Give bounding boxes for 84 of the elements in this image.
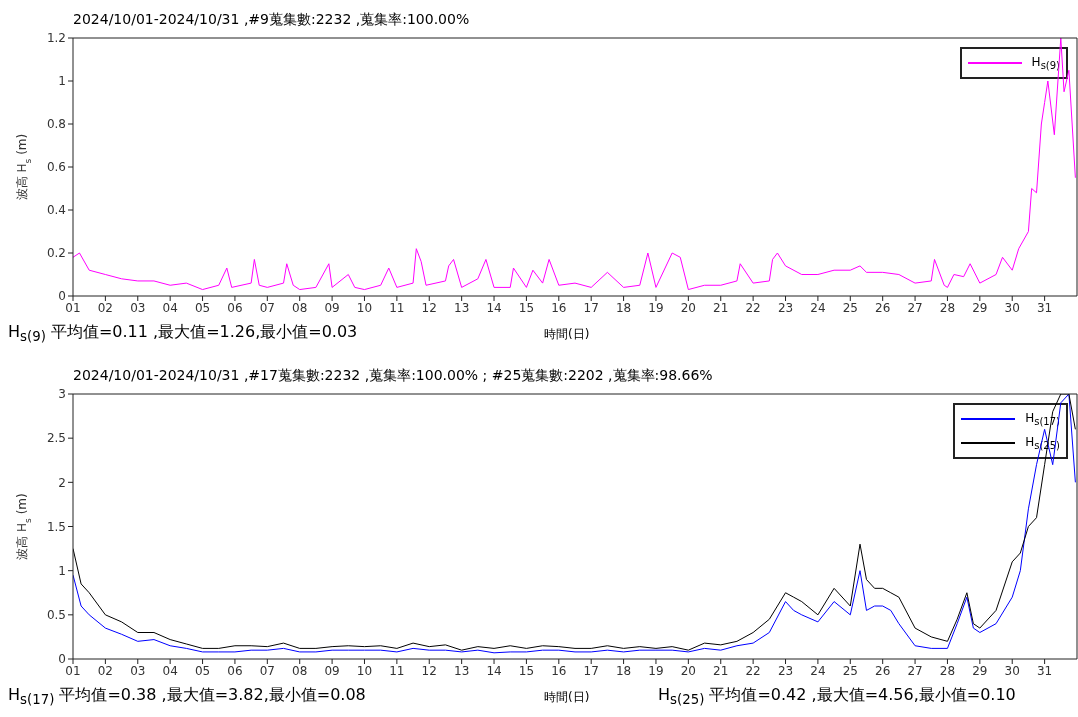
chart-title: 2024/10/01-2024/10/31 ,#17蒐集數:2232 ,蒐集率:100.00% ; #25蒐集數:2202 ,蒐集率:98.66% [72, 366, 714, 385]
y-tick-label: 1 [58, 74, 66, 89]
x-tick-label: 06 [227, 663, 243, 678]
text: H$_{s(25)}$ 平均值=0.42 ,最大值=4.56,最小值=0.10 [658, 685, 1016, 708]
x-tick-label: 04 [162, 300, 178, 315]
x-tick-label: 19 [648, 663, 664, 678]
x-tick-label: 20 [680, 663, 696, 678]
x-tick-label: 25 [842, 663, 858, 678]
y-tick-label: 0.5 [46, 608, 66, 623]
x-tick-label: 04 [162, 663, 178, 678]
x-tick-label: 31 [1036, 300, 1053, 315]
x-tick-label: 10 [356, 300, 373, 315]
x-tick-label: 15 [518, 300, 535, 315]
x-tick-label: 29 [972, 663, 988, 678]
x-tick-label: 12 [421, 663, 437, 678]
y-tick-label: 0 [58, 289, 66, 304]
x-tick-label: 22 [745, 663, 761, 678]
x-tick-label: 30 [1004, 663, 1020, 678]
x-tick-label: 18 [615, 300, 632, 315]
x-tick-label: 07 [259, 663, 275, 678]
x-tick-label: 14 [486, 663, 502, 678]
x-tick-label: 01 [65, 300, 81, 315]
x-tick-label: 02 [97, 663, 114, 678]
x-tick-label: 16 [551, 300, 567, 315]
x-tick-label: 22 [745, 300, 761, 315]
x-tick-label: 09 [324, 663, 340, 678]
x-tick-label: 24 [810, 300, 826, 315]
y-tick-label: 0.4 [46, 203, 66, 218]
y-tick-label: 2.5 [46, 431, 66, 446]
x-tick-label: 11 [389, 300, 405, 315]
x-tick-label: 26 [875, 663, 891, 678]
x-tick-label: 07 [259, 300, 275, 315]
legend-label: H$_{s(9)}$ [1031, 54, 1060, 72]
x-tick-label: 28 [939, 663, 956, 678]
x-tick-label: 15 [518, 663, 535, 678]
x-axis-title: 時間(日) [544, 689, 590, 706]
y-tick-label: 1.2 [46, 31, 66, 46]
x-tick-label: 10 [356, 663, 373, 678]
x-tick-label: 06 [227, 300, 243, 315]
x-tick-label: 28 [939, 300, 956, 315]
x-tick-label: 27 [907, 663, 923, 678]
x-tick-label: 03 [130, 300, 146, 315]
x-tick-label: 12 [421, 300, 437, 315]
x-tick-label: 24 [810, 663, 826, 678]
text: H$_{s(17)}$ 平均值=0.38 ,最大值=3.82,最小值=0.08 [8, 685, 366, 708]
y-tick-label: 0.8 [46, 117, 66, 132]
y-tick-label: 1.5 [46, 519, 66, 534]
x-tick-label: 20 [680, 300, 696, 315]
x-tick-label: 09 [324, 300, 340, 315]
x-tick-label: 23 [777, 663, 794, 678]
x-tick-label: 14 [486, 300, 502, 315]
x-tick-label: 17 [583, 300, 599, 315]
x-axis-title: 時間(日) [544, 326, 590, 343]
x-tick-label: 19 [648, 300, 664, 315]
y-tick-label: 1 [58, 563, 66, 578]
y-tick-label: 0.6 [46, 160, 66, 175]
x-tick-label: 18 [615, 663, 632, 678]
x-tick-label: 13 [454, 300, 470, 315]
y-tick-label: 0.2 [46, 246, 66, 261]
x-tick-label: 26 [875, 300, 891, 315]
x-tick-label: 08 [292, 300, 308, 315]
text: H$_{s(9)}$ 平均值=0.11 ,最大值=1.26,最小值=0.03 [8, 322, 358, 345]
y-tick-label: 3 [58, 387, 66, 402]
chart-title: 2024/10/01-2024/10/31 ,#9蒐集數:2232 ,蒐集率:100.00% [72, 10, 471, 29]
x-tick-label: 27 [907, 300, 923, 315]
x-tick-label: 21 [713, 663, 729, 678]
y-tick-label: 0 [58, 652, 66, 667]
x-tick-label: 29 [972, 300, 988, 315]
x-tick-label: 16 [551, 663, 567, 678]
x-tick-label: 08 [292, 663, 308, 678]
x-tick-label: 13 [454, 663, 470, 678]
x-tick-label: 31 [1036, 663, 1053, 678]
x-tick-label: 11 [389, 663, 405, 678]
x-tick-label: 23 [777, 300, 794, 315]
x-tick-label: 02 [97, 300, 114, 315]
x-tick-label: 17 [583, 663, 599, 678]
x-tick-label: 30 [1004, 300, 1020, 315]
x-tick-label: 05 [194, 300, 211, 315]
y-tick-label: 2 [58, 475, 66, 490]
x-tick-label: 25 [842, 300, 858, 315]
x-tick-label: 03 [130, 663, 146, 678]
x-tick-label: 01 [65, 663, 81, 678]
x-tick-label: 05 [194, 663, 211, 678]
x-tick-label: 21 [713, 300, 729, 315]
